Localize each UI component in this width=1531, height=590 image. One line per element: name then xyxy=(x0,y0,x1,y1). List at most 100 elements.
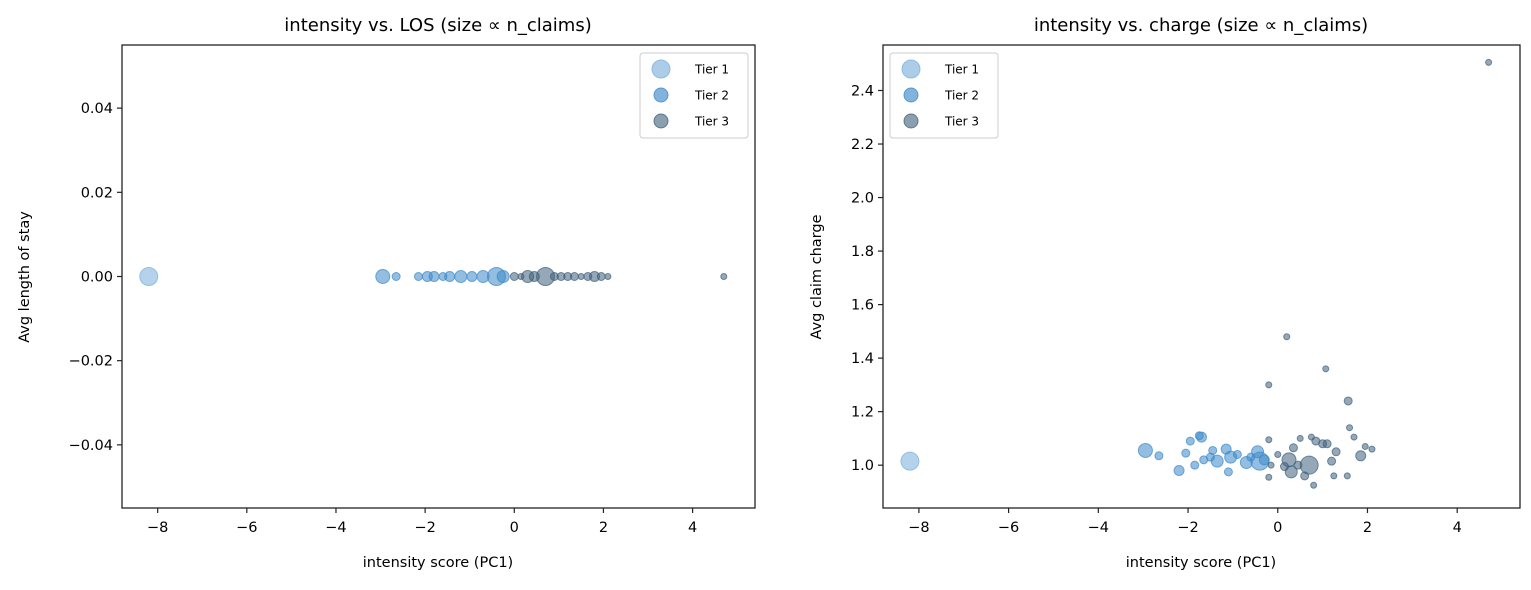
x-tick-label: −2 xyxy=(414,520,435,536)
data-point-tier2 xyxy=(428,271,440,282)
x-tick-label: 2 xyxy=(1363,520,1372,536)
data-point-tier3 xyxy=(1368,445,1376,453)
legend: Tier 1 Tier 2 Tier 3 xyxy=(889,52,999,139)
y-tick-label: 0.04 xyxy=(81,101,113,117)
legend-marker-tier1 xyxy=(651,59,671,79)
chart-intensity-vs-charge: intensity vs. charge (size ∝ n_claims) −… xyxy=(809,15,1521,571)
data-point-tier3 xyxy=(596,272,606,281)
data-point-tier3 xyxy=(577,273,585,280)
data-point-tier2 xyxy=(1196,431,1207,443)
data-point-tier2 xyxy=(391,272,401,281)
x-tick-label: −8 xyxy=(908,520,929,536)
data-point-tier2 xyxy=(1208,445,1218,455)
plot-frame xyxy=(882,44,1521,509)
data-point-tier2 xyxy=(444,271,456,282)
chart-intensity-vs-los: intensity vs. LOS (size ∝ n_claims) −8 −6… xyxy=(17,15,756,571)
x-tick-label: −6 xyxy=(236,520,257,536)
chart-title: intensity vs. charge (size ∝ n_claims) xyxy=(1034,15,1368,36)
legend-marker-tier3 xyxy=(653,113,669,129)
y-tick-label: 1.0 xyxy=(851,458,874,474)
data-point-tier3 xyxy=(1265,436,1273,444)
y-tick-label: 1.2 xyxy=(851,405,874,421)
data-point-tier3 xyxy=(1274,450,1282,458)
data-point-tier3 xyxy=(1343,472,1351,480)
data-point-tier3 xyxy=(1343,396,1353,406)
data-point-tier2 xyxy=(1181,448,1191,458)
data-point-tier3 xyxy=(1299,455,1319,475)
y-tick-label: 0.00 xyxy=(81,270,113,286)
y-tick-label: 1.8 xyxy=(851,244,874,260)
legend-marker-tier3 xyxy=(903,113,919,129)
x-tick-label: −8 xyxy=(147,520,168,536)
y-tick-label: 1.4 xyxy=(851,351,874,367)
x-axis-ticks: −8 −6 −4 −2 0 2 4 xyxy=(147,508,697,536)
x-tick-label: −4 xyxy=(325,520,346,536)
data-point-tier3 xyxy=(1322,439,1332,449)
data-point-tier1 xyxy=(139,267,159,286)
data-point-tier2 xyxy=(1137,442,1153,458)
scatter-points xyxy=(900,58,1493,489)
legend-marker-tier2 xyxy=(903,87,919,103)
y-tick-label: 2.0 xyxy=(851,191,874,207)
data-point-tier3 xyxy=(1310,481,1318,489)
data-point-tier3 xyxy=(1346,424,1354,432)
data-point-tier3 xyxy=(1288,443,1298,453)
legend-label: Tier 2 xyxy=(944,89,979,103)
data-point-tier2 xyxy=(496,270,510,283)
y-axis-label: Avg claim charge xyxy=(809,214,825,339)
data-point-tier3 xyxy=(1355,450,1367,462)
data-point-tier2 xyxy=(1232,449,1242,459)
x-tick-label: −6 xyxy=(998,520,1019,536)
data-point-tier3 xyxy=(1350,433,1358,441)
data-point-tier3 xyxy=(509,272,519,281)
chart-title: intensity vs. LOS (size ∝ n_claims) xyxy=(284,15,591,36)
y-tick-label: 0.02 xyxy=(81,185,113,201)
data-point-tier3 xyxy=(1485,58,1493,66)
y-axis-ticks: 2.4 2.2 2.0 1.8 1.6 1.4 1.2 1.0 xyxy=(851,83,883,474)
data-point-tier3 xyxy=(1283,333,1291,341)
data-point-tier2 xyxy=(466,271,478,282)
data-point-tier3 xyxy=(1267,461,1275,469)
scatter-points xyxy=(139,267,728,286)
x-tick-label: 0 xyxy=(1273,520,1282,536)
legend-marker-tier2 xyxy=(653,87,669,103)
data-point-tier2 xyxy=(454,270,468,283)
x-axis-ticks: −8 −6 −4 −2 0 2 4 xyxy=(908,508,1462,536)
data-point-tier3 xyxy=(604,273,612,280)
data-point-tier3 xyxy=(1296,434,1304,442)
data-point-tier2 xyxy=(1223,467,1233,477)
y-tick-label: 2.4 xyxy=(851,83,874,99)
data-point-tier3 xyxy=(1265,381,1273,389)
y-tick-label: 1.6 xyxy=(851,298,874,314)
x-tick-label: 4 xyxy=(688,520,697,536)
data-point-tier3 xyxy=(569,272,579,281)
data-point-tier3 xyxy=(1322,365,1330,373)
data-point-tier2 xyxy=(413,272,423,281)
data-point-tier1 xyxy=(900,451,920,471)
legend-label: Tier 2 xyxy=(694,89,729,103)
x-axis-label: intensity score (PC1) xyxy=(363,555,513,571)
legend-label: Tier 1 xyxy=(694,63,729,77)
data-point-tier3 xyxy=(1361,442,1369,450)
data-point-tier2 xyxy=(1185,436,1195,446)
y-axis-ticks: 0.04 0.02 0.00 −0.02 −0.04 xyxy=(69,101,122,454)
data-point-tier3 xyxy=(1284,465,1298,479)
data-point-tier2 xyxy=(1154,451,1164,461)
y-axis-label: Avg length of stay xyxy=(17,211,33,343)
legend-label: Tier 3 xyxy=(944,115,979,129)
legend-marker-tier1 xyxy=(901,59,921,79)
x-tick-label: −2 xyxy=(1177,520,1198,536)
data-point-tier2 xyxy=(375,269,391,284)
legend-label: Tier 1 xyxy=(944,63,979,77)
x-axis-label: intensity score (PC1) xyxy=(1126,555,1276,571)
data-point-tier2 xyxy=(1210,454,1224,468)
legend: Tier 1 Tier 2 Tier 3 xyxy=(639,52,749,139)
y-tick-label: 2.2 xyxy=(851,137,874,153)
data-point-tier3 xyxy=(1327,456,1337,466)
x-tick-label: 2 xyxy=(599,520,608,536)
y-tick-label: −0.04 xyxy=(69,438,113,454)
x-tick-label: 0 xyxy=(510,520,519,536)
data-point-tier3 xyxy=(1265,473,1273,481)
